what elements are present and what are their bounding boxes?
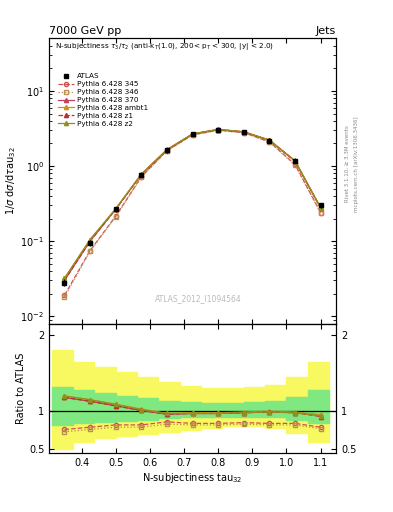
Pythia 6.428 370 xyxy=(293,158,298,164)
Pythia 6.428 ambt1 xyxy=(190,131,195,137)
Line: Pythia 6.428 346: Pythia 6.428 346 xyxy=(62,129,323,299)
Pythia 6.428 345 xyxy=(113,213,118,219)
Pythia 6.428 ambt1 xyxy=(267,137,272,143)
Y-axis label: 1/$\sigma$ d$\sigma$/d$\tau$au$_{32}$: 1/$\sigma$ d$\sigma$/d$\tau$au$_{32}$ xyxy=(4,146,18,215)
Line: Pythia 6.428 z2: Pythia 6.428 z2 xyxy=(62,127,323,281)
Pythia 6.428 345 xyxy=(216,127,220,133)
Pythia 6.428 370 xyxy=(190,131,195,137)
Line: Pythia 6.428 z1: Pythia 6.428 z1 xyxy=(62,127,323,283)
Pythia 6.428 z2 xyxy=(241,129,246,135)
Pythia 6.428 ambt1 xyxy=(62,275,67,282)
Pythia 6.428 345 xyxy=(165,147,169,154)
Pythia 6.428 ambt1 xyxy=(88,237,92,243)
Pythia 6.428 370 xyxy=(139,172,144,178)
Pythia 6.428 370 xyxy=(62,278,67,284)
Pythia 6.428 ambt1 xyxy=(165,146,169,153)
Text: Jets: Jets xyxy=(316,26,336,36)
Pythia 6.428 370 xyxy=(267,137,272,143)
Pythia 6.428 z1 xyxy=(241,129,246,135)
Y-axis label: Ratio to ATLAS: Ratio to ATLAS xyxy=(16,353,26,424)
Pythia 6.428 ambt1 xyxy=(293,158,298,164)
Pythia 6.428 370 xyxy=(216,126,220,133)
Legend: ATLAS, Pythia 6.428 345, Pythia 6.428 346, Pythia 6.428 370, Pythia 6.428 ambt1,: ATLAS, Pythia 6.428 345, Pythia 6.428 34… xyxy=(55,71,151,130)
Pythia 6.428 346 xyxy=(88,248,92,254)
Line: Pythia 6.428 345: Pythia 6.428 345 xyxy=(62,128,323,297)
Pythia 6.428 346 xyxy=(190,132,195,138)
Pythia 6.428 z1 xyxy=(318,205,323,211)
Pythia 6.428 z2 xyxy=(139,171,144,177)
Pythia 6.428 ambt1 xyxy=(241,129,246,135)
Pythia 6.428 z2 xyxy=(216,126,220,133)
Pythia 6.428 370 xyxy=(113,206,118,212)
Pythia 6.428 z1 xyxy=(165,147,169,153)
Pythia 6.428 346 xyxy=(62,294,67,300)
Pythia 6.428 z2 xyxy=(190,131,195,137)
Pythia 6.428 346 xyxy=(165,148,169,154)
Pythia 6.428 ambt1 xyxy=(318,204,323,210)
Pythia 6.428 z2 xyxy=(165,146,169,153)
Pythia 6.428 z1 xyxy=(113,206,118,212)
Text: ATLAS_2012_I1094564: ATLAS_2012_I1094564 xyxy=(155,294,242,304)
Pythia 6.428 345 xyxy=(62,292,67,298)
Line: Pythia 6.428 370: Pythia 6.428 370 xyxy=(62,127,323,283)
Pythia 6.428 346 xyxy=(293,162,298,168)
Pythia 6.428 345 xyxy=(293,161,298,167)
Pythia 6.428 z2 xyxy=(62,275,67,282)
Pythia 6.428 370 xyxy=(241,129,246,135)
Pythia 6.428 ambt1 xyxy=(216,126,220,133)
Pythia 6.428 346 xyxy=(139,174,144,180)
Text: N-subjectiness $\tau_3/\tau_2$ (anti-k$_T$(1.0), 200< p$_T$ < 300, |y| < 2.0): N-subjectiness $\tau_3/\tau_2$ (anti-k$_… xyxy=(55,41,274,52)
Pythia 6.428 346 xyxy=(318,210,323,217)
Pythia 6.428 z1 xyxy=(62,278,67,284)
Pythia 6.428 345 xyxy=(241,130,246,136)
Line: Pythia 6.428 ambt1: Pythia 6.428 ambt1 xyxy=(62,127,323,281)
Text: Rivet 3.1.10, ≥ 3.3M events: Rivet 3.1.10, ≥ 3.3M events xyxy=(345,125,350,202)
Pythia 6.428 ambt1 xyxy=(139,171,144,177)
Pythia 6.428 z1 xyxy=(139,172,144,178)
Pythia 6.428 z1 xyxy=(190,131,195,137)
Pythia 6.428 z1 xyxy=(293,158,298,164)
Pythia 6.428 370 xyxy=(318,205,323,211)
Pythia 6.428 346 xyxy=(113,214,118,220)
Pythia 6.428 345 xyxy=(88,247,92,253)
Pythia 6.428 ambt1 xyxy=(113,206,118,212)
Pythia 6.428 346 xyxy=(216,127,220,134)
Pythia 6.428 z1 xyxy=(267,137,272,143)
Pythia 6.428 z2 xyxy=(88,237,92,243)
Pythia 6.428 345 xyxy=(190,132,195,138)
Pythia 6.428 346 xyxy=(241,130,246,136)
Pythia 6.428 z2 xyxy=(293,158,298,164)
Pythia 6.428 345 xyxy=(267,139,272,145)
Pythia 6.428 z1 xyxy=(88,238,92,244)
Text: mcplots.cern.ch [arXiv:1306.3436]: mcplots.cern.ch [arXiv:1306.3436] xyxy=(354,116,359,211)
Pythia 6.428 z2 xyxy=(113,206,118,212)
Pythia 6.428 370 xyxy=(88,238,92,244)
Pythia 6.428 z1 xyxy=(216,126,220,133)
Text: 7000 GeV pp: 7000 GeV pp xyxy=(49,26,121,36)
Pythia 6.428 345 xyxy=(318,209,323,216)
X-axis label: N-subjectiness tau$_{32}$: N-subjectiness tau$_{32}$ xyxy=(142,471,243,485)
Pythia 6.428 346 xyxy=(267,139,272,145)
Pythia 6.428 z2 xyxy=(267,137,272,143)
Pythia 6.428 345 xyxy=(139,174,144,180)
Pythia 6.428 z2 xyxy=(318,205,323,211)
Pythia 6.428 370 xyxy=(165,147,169,153)
